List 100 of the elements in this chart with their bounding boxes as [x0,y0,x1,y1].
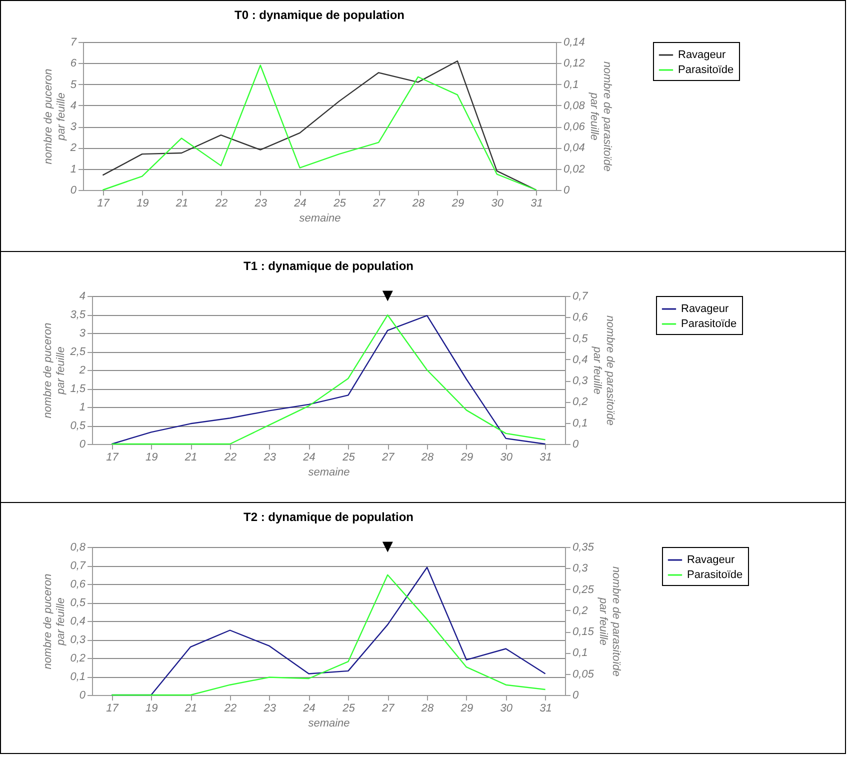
x-tick-label: 22 [223,702,237,714]
legend-label: Ravageur [678,49,726,61]
y2-tick-label: 0,3 [572,375,589,388]
x-tick-label: 19 [146,702,158,714]
y-tick-label: 0,8 [70,542,86,554]
y-axis-title: nombre de puceron par feuille [42,68,68,164]
x-tick-label: 17 [106,702,120,714]
y-tick-label: 2,5 [69,346,86,358]
y2-tick-label: 0,4 [572,354,588,366]
x-tick-label: 29 [460,452,474,464]
x-tick-label: 30 [491,198,504,210]
x-axis-title: semaine [308,718,350,730]
y2-tick-label: 0,08 [564,100,586,112]
x-tick-label: 27 [381,452,396,464]
y2-tick-label: 0,12 [564,58,585,70]
x-tick-label: 27 [372,198,386,210]
legend-label: Ravageur [687,554,736,566]
y2-tick-label: 0,25 [572,584,595,596]
y-tick-label: 3,5 [70,309,86,321]
x-tick-label: 29 [460,702,474,714]
y-tick-label: 0,5 [70,597,86,609]
y2-tick-label: 0 [564,184,570,196]
y-tick-label: 2 [78,364,86,376]
y2-tick-label: 0 [572,438,580,450]
legend-label: Parasitoïde [687,569,743,581]
x-tick-label: 25 [342,702,356,714]
chart-title: T0 : dynamique de population [234,8,405,22]
x-tick-label: 24 [302,452,316,464]
y-tick-label: 3 [79,328,86,340]
y-tick-label: 1,5 [70,383,86,395]
x-tick-label: 28 [420,452,435,464]
y2-axis-title: nombre de parasitoïde par feuille [596,566,622,677]
x-tick-label: 17 [106,452,120,464]
legend-label: Ravageur [681,303,730,315]
x-tick-label: 23 [262,452,277,464]
x-tick-label: 24 [293,198,306,210]
x-tick-label: 19 [146,452,158,464]
x-tick-label: 21 [174,198,188,210]
y2-tick-label: 0,1 [564,78,579,91]
x-tick-label: 28 [411,198,426,210]
x-tick-label: 28 [420,702,435,714]
y2-tick-label: 0,06 [564,121,586,134]
y2-tick-label: 0,14 [564,36,585,48]
y2-tick-label: 0,6 [572,312,589,324]
y2-tick-label: 0,5 [572,332,589,345]
y2-tick-label: 0 [572,690,580,702]
y-tick-label: 4 [70,100,76,112]
y-tick-label: 5 [70,78,78,91]
y-axis-title: nombre de puceron par feuille [42,322,68,418]
y-tick-label: 6 [70,58,78,70]
x-tick-label: 31 [530,198,543,210]
y2-axis-title: nombre de parasitoïde par feuille [588,61,613,172]
chart-title: T1 : dynamique de population [243,259,414,273]
annotation: ▼ [378,285,397,305]
y-tick-label: 0,6 [70,578,86,590]
x-axis-title: semaine [299,212,341,224]
y-tick-label: 2 [69,142,76,154]
x-tick-label: 22 [223,452,237,464]
x-tick-label: 19 [136,198,149,210]
y2-tick-label: 0,3 [572,562,589,575]
x-tick-label: 25 [342,452,356,464]
x-tick-label: 23 [254,198,268,210]
x-tick-label: 21 [184,452,198,464]
y2-tick-label: 0,04 [564,142,585,154]
y-tick-label: 0 [70,184,78,196]
y-tick-label: 0,2 [70,652,86,664]
x-tick-label: 23 [262,702,277,714]
y-tick-label: 0,5 [70,420,86,432]
legend-label: Parasitoïde [678,64,734,76]
x-tick-label: 22 [214,198,228,210]
y-tick-label: 0,4 [70,616,86,628]
y2-tick-label: 0,1 [572,647,588,660]
y-tick-label: 3 [70,121,78,134]
y-axis-title: nombre de puceron par feuille [42,574,68,670]
legend-label: Parasitoïde [681,318,737,330]
y-tick-label: 7 [70,36,78,48]
y2-tick-label: 0,2 [572,396,588,408]
y2-tick-label: 0,1 [572,417,588,430]
x-tick-label: 27 [381,702,396,714]
y-tick-label: 4 [79,290,86,302]
x-tick-label: 17 [97,198,110,210]
x-tick-label: 30 [500,452,514,464]
y-tick-label: 0 [79,438,86,450]
chart-title: T2 : dynamique de population [243,510,414,524]
y-tick-label: 0,3 [70,634,86,646]
x-tick-label: 29 [450,198,464,210]
x-tick-label: 31 [540,702,552,714]
y2-tick-label: 0,05 [572,668,595,680]
y-tick-label: 1 [79,402,86,414]
y-tick-label: 0,1 [70,671,86,683]
y-tick-label: 0,7 [70,560,86,572]
y2-tick-label: 0,15 [572,626,595,638]
x-tick-label: 31 [540,452,552,464]
y2-tick-label: 0,2 [572,604,588,617]
x-axis-title: semaine [308,466,350,478]
y2-tick-label: 0,35 [572,542,595,554]
x-tick-label: 21 [184,702,198,714]
x-tick-label: 24 [302,702,316,714]
y2-tick-label: 0,7 [572,290,589,302]
x-tick-label: 30 [500,702,514,714]
